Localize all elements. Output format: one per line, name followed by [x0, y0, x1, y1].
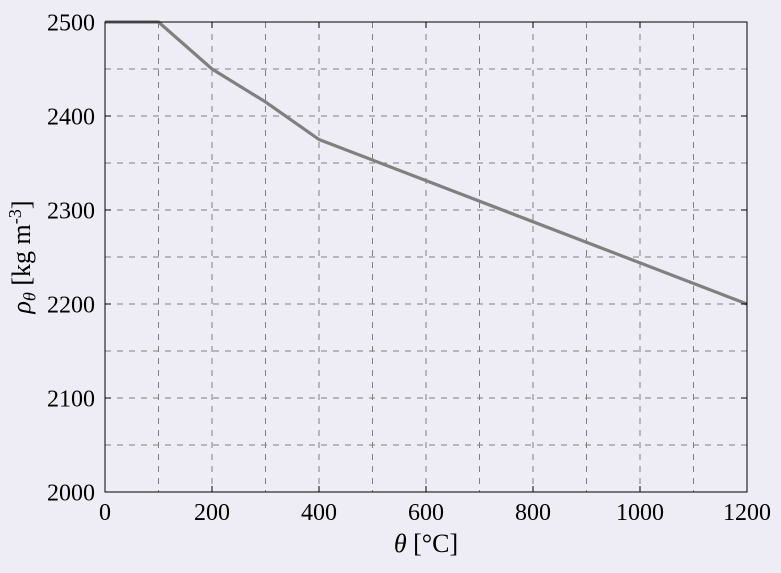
y-tick-label: 2400 — [47, 104, 95, 130]
y-tick-label: 2300 — [47, 198, 95, 224]
y-tick-label: 2100 — [47, 386, 95, 412]
x-axis-label: θ [°C] — [394, 529, 458, 558]
y-tick-label: 2500 — [47, 10, 95, 36]
chart-container: 0 200 400 600 800 1000 1200 2000 2100 2200 2300 240… — [0, 0, 781, 573]
x-tick-label: 600 — [408, 500, 444, 526]
x-tick-label: 200 — [194, 500, 230, 526]
line-chart: 0 200 400 600 800 1000 1200 2000 2100 2200 2300 240… — [0, 0, 781, 573]
y-tick-label: 2200 — [47, 292, 95, 318]
x-tick-label: 0 — [99, 500, 111, 526]
x-tick-label: 800 — [515, 500, 551, 526]
x-tick-label: 1200 — [723, 500, 771, 526]
y-tick-label: 2000 — [47, 480, 95, 506]
x-tick-label: 1000 — [616, 500, 664, 526]
x-tick-label: 400 — [301, 500, 337, 526]
